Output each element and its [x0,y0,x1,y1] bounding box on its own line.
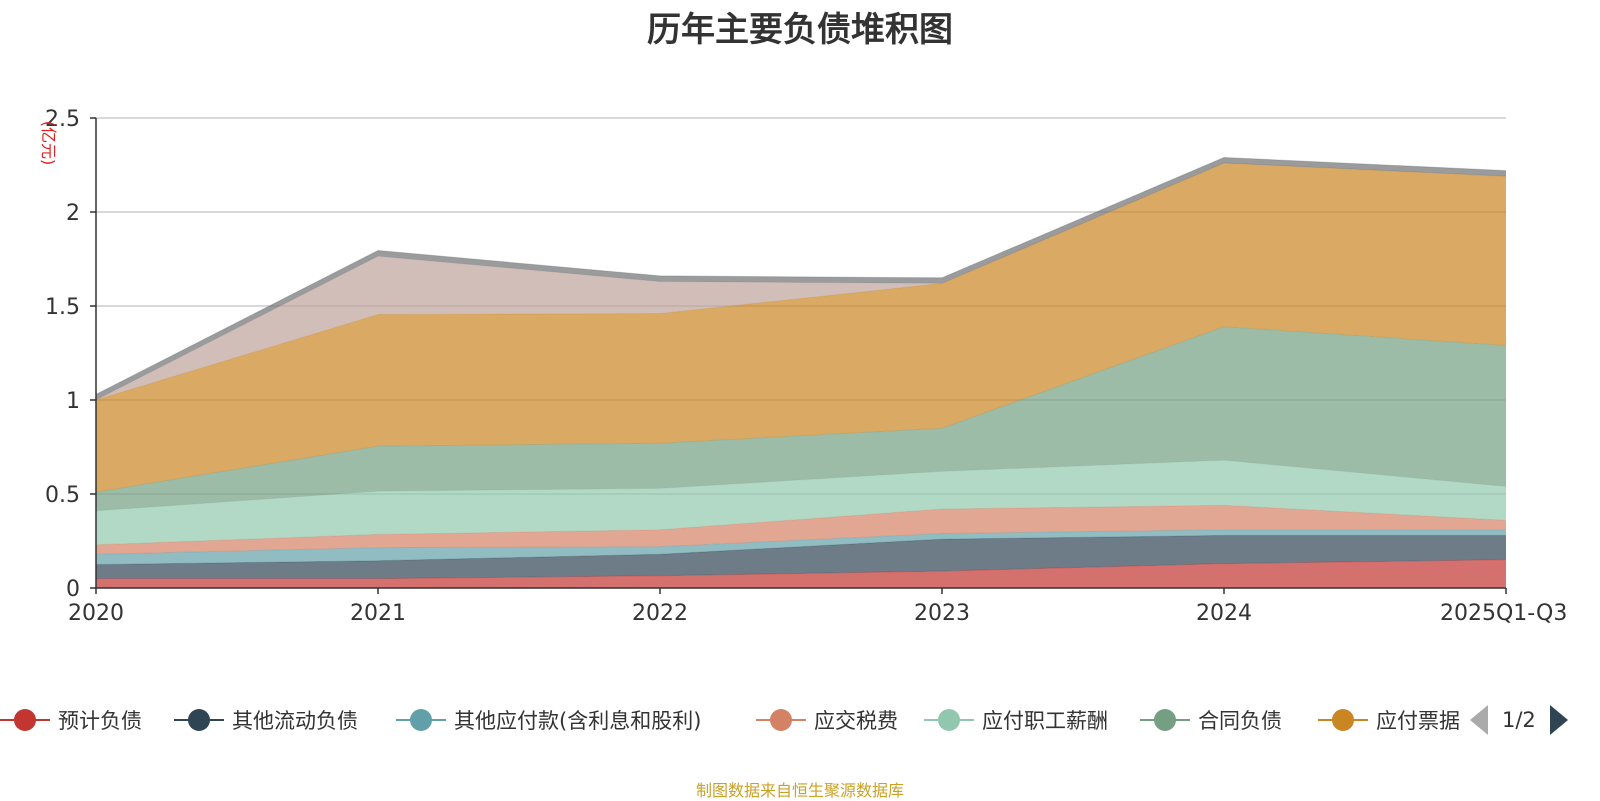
area-page2-series-1 [96,163,1506,400]
x-tick-label: 2024 [1196,601,1252,626]
x-tick-label: 2025Q1-Q3 [1440,601,1567,626]
x-tick-label: 2021 [350,601,406,626]
legend-label: 预计负债 [58,709,142,733]
area-edge-page2-series-2 [95,156,1507,395]
legend-next-page-icon[interactable] [1549,705,1568,735]
legend: 预计负债 其他流动负债 其他应付款(含利息和股利) 应交税费 应付职工薪酬 合同负债 应付票… [0,700,1600,740]
legend-item[interactable]: 应付票据 [1318,704,1460,736]
area-series [95,156,1507,588]
data-source-note: 制图数据来自恒生聚源数据库 [695,781,904,800]
legend-marker-icon [1140,708,1190,732]
area-其他流动负债 [96,535,1506,579]
legend-marker-icon [174,708,224,732]
y-tick-label: 0 [66,577,80,602]
y-tick-label: 2 [66,201,80,226]
area-应付职工薪酬 [96,460,1506,545]
legend-label: 应交税费 [814,709,898,733]
area-应付票据 [96,163,1506,493]
legend-items: 预计负债 其他流动负债 其他应付款(含利息和股利) 应交税费 应付职工薪酬 合同负债 应付票… [0,700,1480,740]
chart-title: 历年主要负债堆积图 [647,10,953,50]
legend-marker-icon [396,708,446,732]
legend-marker-icon [924,708,974,732]
legend-item[interactable]: 其他流动负债 [174,704,358,736]
legend-label: 应付职工薪酬 [982,709,1108,733]
legend-item[interactable]: 应交税费 [756,704,898,736]
legend-marker-icon [0,708,50,732]
area-page2-series-2 [96,157,1506,400]
area-应交税费 [96,505,1506,555]
y-tick-label: 1.5 [45,295,80,320]
x-tick-label: 2023 [914,601,970,626]
x-tick-label: 2022 [632,601,688,626]
legend-marker-icon [1318,708,1368,732]
legend-label: 其他流动负债 [232,709,358,733]
legend-page-indicator: 1/2 [1502,708,1536,732]
area-合同负债 [96,326,1506,511]
legend-item[interactable]: 应付职工薪酬 [924,704,1108,736]
x-tick-label: 2020 [68,601,124,626]
area-预计负债 [96,559,1506,588]
legend-item[interactable]: 合同负债 [1140,704,1282,736]
y-axis-unit-label: (亿元) [39,121,58,166]
legend-pager: 1/2 [1470,704,1568,736]
legend-item[interactable]: 预计负债 [0,704,142,736]
legend-prev-page-icon[interactable] [1470,705,1488,735]
axes: 2020 2021 2022 2023 2024 2025Q1-Q3 [68,117,1567,626]
area-其他应付款(含利息和股利) [96,529,1506,565]
y-tick-label: 1 [66,389,80,414]
legend-marker-icon [756,708,806,732]
legend-label: 应付票据 [1376,709,1460,733]
legend-item[interactable]: 其他应付款(含利息和股利) [396,704,701,736]
legend-label: 合同负债 [1198,709,1282,733]
legend-label: 其他应付款(含利息和股利) [454,709,702,733]
y-tick-label: 2.5 [45,107,80,132]
y-tick-label: 0.5 [45,483,80,508]
